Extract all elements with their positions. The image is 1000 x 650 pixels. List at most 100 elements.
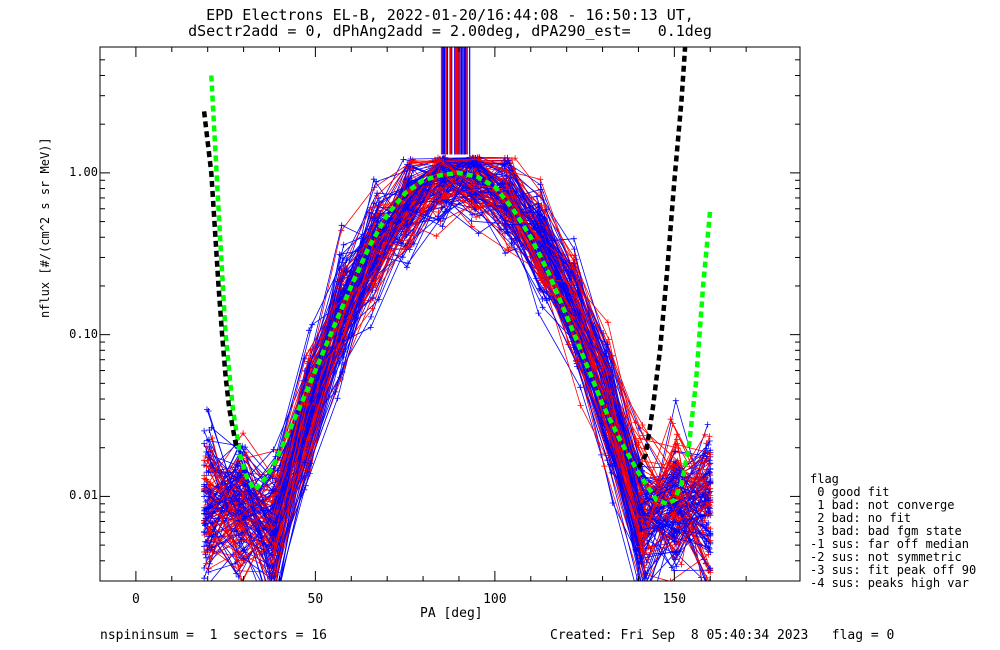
trace-marker [570, 260, 577, 267]
trace-marker [636, 502, 643, 509]
trace-marker [374, 190, 381, 197]
trace-marker [375, 266, 381, 273]
trace-marker [567, 293, 574, 300]
trace-marker [433, 233, 440, 240]
trace-marker [332, 345, 339, 352]
trace-marker [406, 244, 413, 251]
trace-marker [338, 278, 344, 285]
chart-title: EPD Electrons EL-B, 2022-01-20/16:44:08 … [206, 6, 694, 24]
trace-marker [301, 486, 308, 493]
trace-marker [202, 476, 209, 483]
trace-marker [203, 449, 210, 455]
trace-marker [367, 324, 374, 331]
trace-marker [201, 427, 208, 434]
trace-marker [205, 569, 212, 576]
trace-marker [240, 555, 247, 562]
trace-marker [508, 156, 515, 163]
trace-marker [576, 310, 583, 317]
trace-marker [707, 465, 714, 472]
trace-marker [439, 176, 445, 183]
trace-marker [643, 575, 649, 581]
trace-marker [604, 457, 611, 464]
trace-marker [709, 579, 710, 581]
trace-marker [270, 621, 276, 627]
trace-marker [238, 476, 245, 482]
legend-item: -1 sus: far off median [810, 537, 969, 551]
trace-line [206, 179, 711, 537]
trace-marker [405, 260, 411, 267]
trace-marker [475, 156, 482, 163]
axes-frame [99, 46, 801, 582]
trace-marker [641, 564, 648, 571]
trace-marker [476, 163, 483, 169]
legend-item: 2 bad: no fit [810, 511, 912, 525]
trace-marker [601, 463, 608, 470]
trace-marker [705, 519, 712, 526]
trace-marker [642, 605, 648, 611]
trace-marker [706, 502, 712, 508]
y-tick-label: 0.01 [69, 488, 98, 503]
trace-marker [204, 583, 210, 589]
trace-marker [339, 369, 346, 375]
trace-marker [610, 410, 617, 417]
trace-marker [705, 441, 712, 448]
trace-marker [340, 348, 347, 355]
legend-item: -3 sus: fit peak off 90 [810, 563, 977, 577]
trace-marker [201, 520, 208, 527]
trace-marker [435, 157, 442, 164]
trace-marker [536, 262, 543, 269]
y-tick-label: 0.10 [69, 326, 98, 341]
trace-marker [439, 223, 446, 230]
trace-marker [336, 342, 343, 348]
trace-marker [468, 192, 475, 199]
trace-marker [577, 402, 584, 409]
trace-marker [371, 248, 378, 255]
trace-marker [501, 205, 507, 212]
trace-marker [437, 186, 444, 193]
trace-marker [498, 166, 505, 173]
trace-marker [644, 580, 646, 581]
trace-marker [270, 446, 277, 453]
trace-marker [270, 532, 277, 539]
trace-marker [508, 240, 515, 247]
trace-marker [304, 435, 310, 442]
trace-marker [205, 436, 212, 443]
trace-marker [632, 582, 638, 588]
trace-marker [202, 498, 209, 505]
trace-marker [272, 453, 279, 460]
trace-marker [706, 498, 713, 505]
trace-marker [706, 433, 713, 440]
trace-marker [608, 469, 615, 476]
trace-marker [436, 182, 443, 189]
trace-marker [640, 432, 647, 439]
trace-marker [572, 340, 579, 347]
trace-marker [535, 310, 542, 317]
trace-marker [466, 159, 473, 166]
trace-marker [702, 493, 709, 500]
trace-marker [540, 197, 547, 203]
trace-marker [599, 364, 606, 371]
trace-marker [674, 519, 681, 526]
trace-marker [702, 431, 709, 438]
trace-marker [239, 490, 246, 497]
trace-marker [235, 506, 242, 513]
trace-marker [707, 451, 714, 458]
trace-marker [309, 321, 316, 328]
trace-marker [502, 221, 509, 228]
trace-marker [539, 256, 545, 263]
trace-marker [240, 430, 247, 437]
trace-marker [207, 529, 214, 536]
trace-marker [206, 493, 213, 500]
trace-marker [403, 264, 410, 271]
trace-marker [538, 277, 544, 284]
trace-marker [506, 186, 513, 193]
x-axis-label: PA [deg] [420, 606, 483, 621]
trace-marker [474, 178, 481, 185]
trace-marker [707, 549, 714, 556]
trace-marker [639, 458, 646, 464]
trace-marker [205, 451, 212, 458]
trace-marker [502, 250, 509, 257]
trace-line [210, 159, 710, 581]
trace-marker [673, 563, 680, 570]
trace-marker [440, 215, 446, 222]
